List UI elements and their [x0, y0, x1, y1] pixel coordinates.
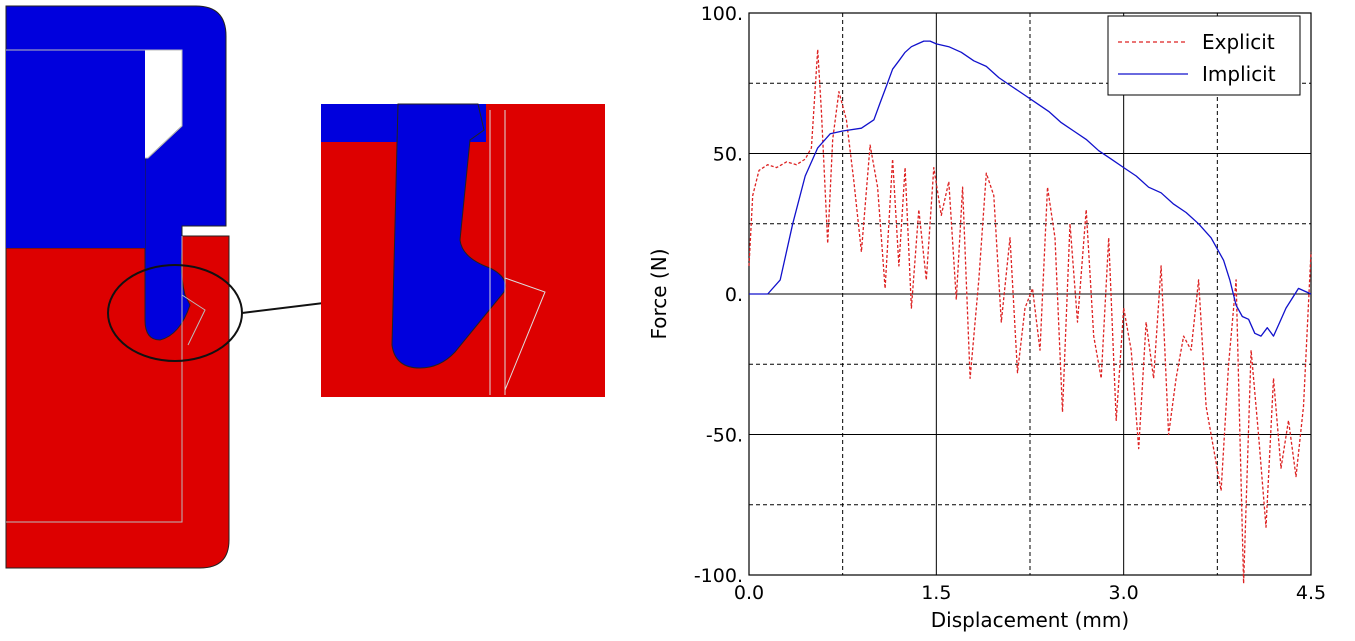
y-tick-label: 0.: [725, 284, 743, 306]
tick-labels: 0.0 1.5 3.0 4.5 100. 50. 0. -50. -100.: [694, 3, 1326, 604]
x-axis-label: Displacement (mm): [931, 608, 1129, 632]
series-explicit-line: [748, 48, 1312, 585]
y-tick-label: -100.: [694, 565, 743, 587]
x-tick-label: 3.0: [1109, 582, 1139, 604]
series-implicit-line: [749, 40, 1312, 337]
zoom-detail: [321, 103, 605, 397]
x-tick-label: 1.5: [921, 582, 951, 604]
y-axis-label: Force (N): [647, 248, 671, 339]
series-layer: [748, 40, 1312, 585]
legend-implicit-label: Implicit: [1202, 62, 1276, 86]
legend-explicit-label: Explicit: [1202, 30, 1275, 54]
y-tick-label: -50.: [706, 425, 743, 447]
blue-block: [6, 50, 145, 248]
fe-model-panel: [5, 5, 605, 569]
zoom-blue-hook: [391, 103, 506, 369]
zoom-outline: [489, 110, 546, 395]
y-tick-label: 100.: [701, 3, 743, 25]
legend-box: [1107, 15, 1301, 96]
inner-outline: [6, 49, 206, 523]
chart: 0.0 1.5 3.0 4.5 100. 50. 0. -50. -100. Displacem…: [647, 3, 1326, 632]
legend: Explicit Implicit: [1107, 15, 1301, 96]
x-tick-label: 0.0: [734, 582, 764, 604]
y-tick-label: 50.: [713, 144, 743, 166]
x-tick-label: 4.5: [1296, 582, 1326, 604]
red-lower-body: [5, 235, 230, 569]
